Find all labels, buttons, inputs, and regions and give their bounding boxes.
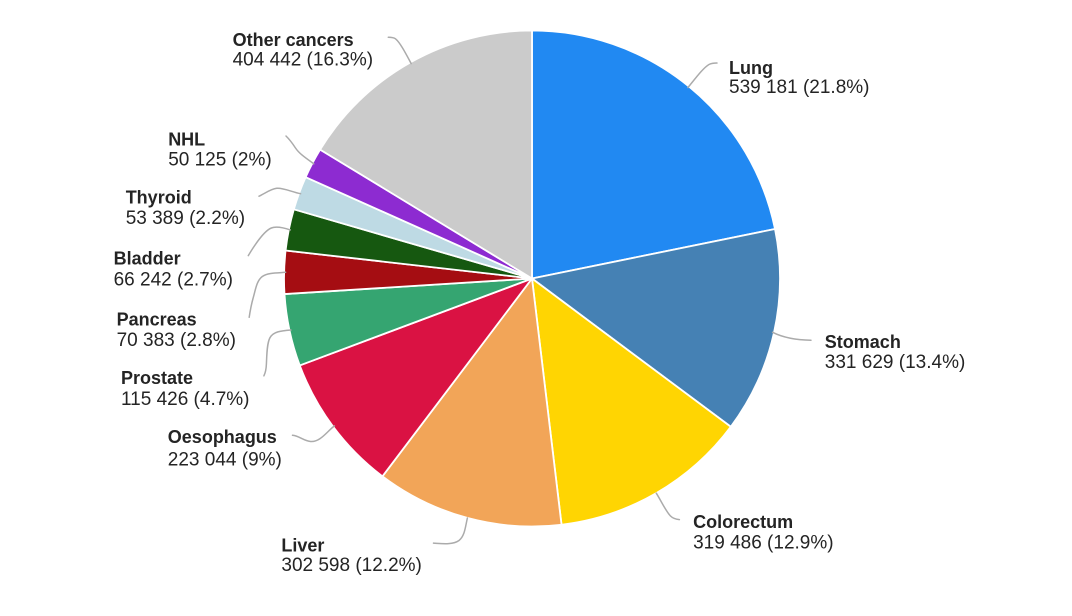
svg-text:Thyroid: Thyroid [126,188,192,208]
svg-text:302 598 (12.2%): 302 598 (12.2%) [281,555,422,576]
svg-text:Bladder: Bladder [114,249,181,269]
svg-text:NHL: NHL [168,129,205,149]
svg-text:223 044 (9%): 223 044 (9%) [168,449,282,470]
svg-text:Pancreas: Pancreas [117,310,197,330]
svg-text:Stomach: Stomach [825,332,901,352]
svg-text:Colorectum: Colorectum [693,512,793,532]
svg-text:53 389 (2.2%): 53 389 (2.2%) [126,208,245,229]
svg-text:331 629 (13.4%): 331 629 (13.4%) [825,352,966,373]
svg-text:Liver: Liver [281,536,324,556]
svg-text:Prostate: Prostate [121,368,193,388]
svg-text:404 442 (16.3%): 404 442 (16.3%) [233,50,374,71]
svg-text:319 486 (12.9%): 319 486 (12.9%) [693,532,834,553]
svg-text:70 383 (2.8%): 70 383 (2.8%) [117,330,236,351]
svg-text:Oesophagus: Oesophagus [168,427,277,447]
svg-text:Other cancers: Other cancers [233,30,354,50]
svg-text:Lung: Lung [729,58,773,78]
svg-text:66 242 (2.7%): 66 242 (2.7%) [114,269,233,290]
svg-text:115 426 (4.7%): 115 426 (4.7%) [121,389,250,410]
svg-text:50 125 (2%): 50 125 (2%) [168,150,272,171]
svg-text:539 181 (21.8%): 539 181 (21.8%) [729,77,870,98]
